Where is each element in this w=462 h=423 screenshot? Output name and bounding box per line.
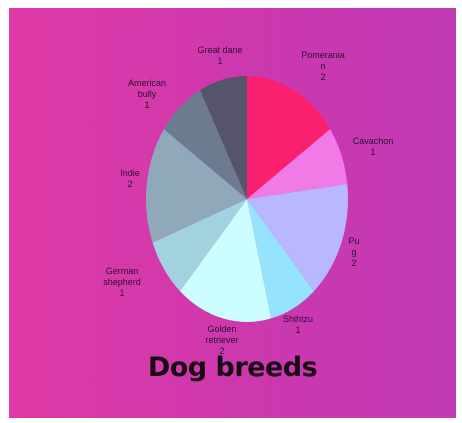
pie-slice-6	[145, 129, 247, 243]
pie-slice-4	[180, 199, 272, 323]
pie-slice-8	[200, 76, 247, 199]
pie-slice-2	[247, 184, 348, 292]
pie-slice-7	[163, 90, 247, 199]
pie-slice-3	[247, 199, 314, 319]
slice-label-8: Great dane 1	[197, 45, 242, 66]
pie-slice-1	[247, 129, 348, 199]
slice-label-5: German shepherd 1	[103, 266, 141, 298]
pie-slice-5	[152, 199, 247, 292]
slice-label-0: Pomerania n 2	[301, 50, 345, 82]
slice-label-1: Cavachon 1	[353, 136, 394, 157]
slice-label-6: Indie 2	[120, 168, 140, 189]
chart-title: Dog breeds	[147, 352, 318, 383]
slice-label-2: Pu g 2	[348, 236, 359, 268]
slice-label-7: American bully 1	[128, 78, 166, 110]
chart-card: Pomerania n 2 Cavachon 1 Pu g 2 Shihtzu 1 Golden re…	[9, 8, 456, 418]
slice-label-3: Shihtzu 1	[283, 314, 313, 335]
pie-chart: Pomerania n 2 Cavachon 1 Pu g 2 Shihtzu 1 Golden re…	[103, 45, 394, 356]
slice-label-4: Golden retriever 2	[205, 324, 238, 356]
pie-slice-0	[247, 76, 331, 199]
